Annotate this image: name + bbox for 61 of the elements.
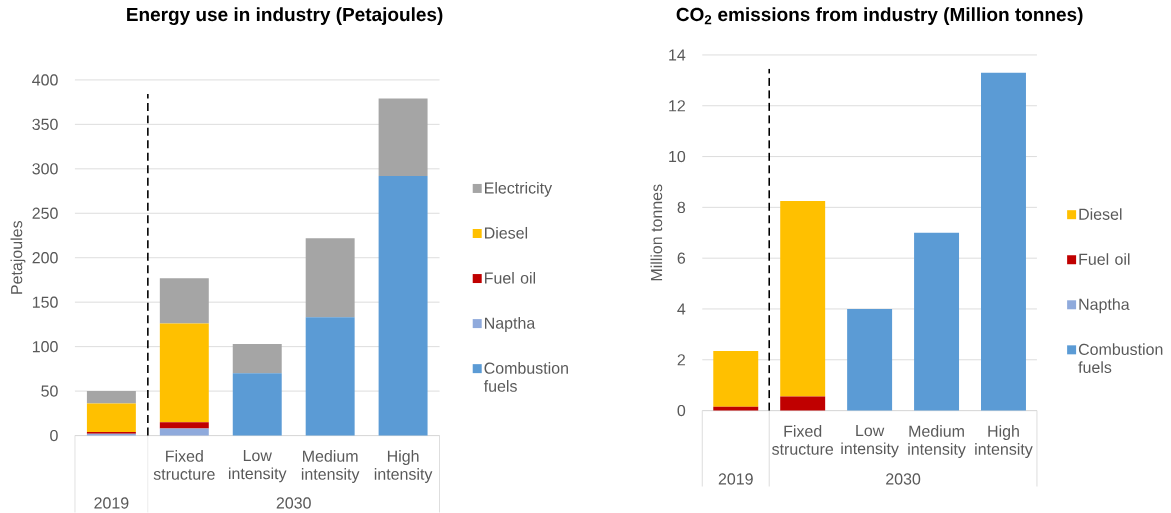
legend-label: Diesel: [485, 226, 528, 239]
y-tick-label: 8: [677, 201, 686, 214]
y-tick-label: 4: [677, 303, 686, 315]
x-tick-label: Medium intensity: [301, 450, 360, 483]
x-tick-label: Low intensity: [228, 450, 287, 483]
bar: [159, 323, 209, 423]
y-tick-label: 10: [669, 150, 686, 163]
x-tick-label: High intensity: [975, 425, 1033, 459]
bar: [305, 317, 355, 436]
legend-label: Diesel: [1079, 208, 1122, 220]
y-tick-label: 400: [32, 74, 58, 86]
bar: [159, 428, 209, 436]
y-tick-label: 200: [32, 252, 58, 264]
y-axis-title: Million tonnes: [650, 184, 663, 281]
y-tick-label: 50: [41, 385, 58, 397]
y-tick-label: 250: [32, 207, 58, 219]
x-tick-label: Low intensity: [841, 425, 899, 458]
bar: [780, 396, 826, 411]
bar: [232, 344, 282, 374]
text: 2019: [94, 497, 129, 509]
bar: [713, 350, 759, 407]
x-tick-label: Medium intensity: [908, 425, 966, 459]
x-tick-label: Fixed structure: [772, 425, 834, 455]
bar: [86, 391, 136, 404]
x-tick-label: High intensity: [374, 450, 433, 483]
bar: [847, 308, 893, 411]
bar: [378, 98, 428, 176]
y-tick-label: 6: [677, 252, 686, 264]
legend-label: Electricity: [485, 181, 553, 197]
chart-title: CO$_{2}$ emissions from industry (Million tonnes): [676, 7, 1083, 25]
chart-title: Energy use in industry (Petajoules): [127, 7, 443, 26]
y-tick-label: 12: [669, 100, 685, 112]
bar: [159, 422, 209, 429]
bar: [713, 406, 759, 411]
bar: [981, 72, 1026, 411]
bar: [305, 238, 355, 318]
legend-label: Combustion fuels: [483, 362, 568, 392]
y-tick-label: 100: [32, 341, 58, 353]
text: 2030: [886, 473, 921, 485]
text: 2019: [718, 473, 753, 485]
bar: [780, 201, 826, 397]
x-tick-label: Fixed structure: [153, 450, 215, 480]
bar: [914, 232, 960, 411]
y-tick-label: 2: [677, 354, 685, 366]
legend-label: Fuel oil: [485, 272, 536, 284]
y-tick-label: 0: [677, 404, 686, 417]
y-tick-label: 150: [32, 296, 58, 308]
bar: [159, 278, 209, 324]
legend-label: Combustion fuels: [1078, 343, 1163, 374]
legend-label: Naptha: [1079, 298, 1130, 314]
bar: [86, 403, 136, 433]
y-tick-label: 14: [669, 49, 686, 61]
bar: [378, 175, 428, 436]
bar: [232, 373, 282, 436]
legend-label: Naptha: [485, 317, 536, 332]
legend-label: Fuel oil: [1079, 253, 1130, 265]
y-tick-label: 300: [32, 163, 58, 175]
y-tick-label: 0: [50, 429, 58, 442]
y-tick-label: 350: [32, 118, 58, 131]
y-axis-title: Petajoules: [10, 221, 26, 294]
text: 2030: [276, 497, 311, 509]
